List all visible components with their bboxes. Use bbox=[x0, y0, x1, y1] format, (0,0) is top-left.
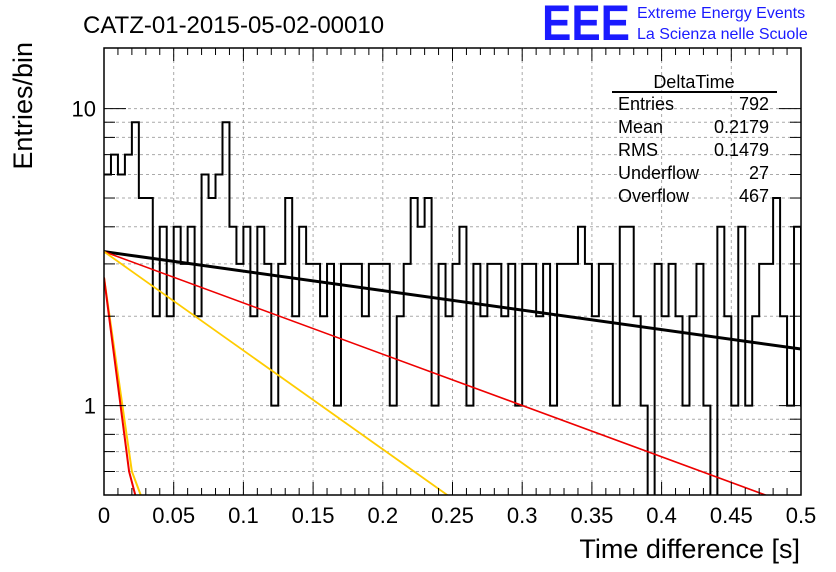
x-tick-label: 0.15 bbox=[292, 503, 335, 528]
x-axis-title: Time difference [s] bbox=[579, 534, 800, 564]
axis-ticks: 0 0.05 0.1 0.15 0.2 0.25 0.3 0.35 0.4 0.45 0.5 1 10 bbox=[72, 48, 817, 528]
stats-label: Underflow bbox=[618, 163, 700, 183]
x-tick-label: 0.4 bbox=[646, 503, 677, 528]
histogram-step-line bbox=[104, 121, 801, 495]
x-tick-label: 0.05 bbox=[152, 503, 195, 528]
stats-value: 467 bbox=[739, 186, 769, 206]
x-tick-label: 0 bbox=[98, 503, 110, 528]
chart-title: CATZ-01-2015-05-02-00010 bbox=[83, 12, 384, 39]
stats-box: DeltaTime Entries 792 Mean 0.2179 RMS 0.1479 U… bbox=[612, 72, 777, 206]
y-tick-label: 1 bbox=[84, 394, 96, 419]
stats-value: 792 bbox=[739, 94, 769, 114]
x-tick-label: 0.2 bbox=[368, 503, 399, 528]
stats-label: Overflow bbox=[618, 186, 690, 206]
x-tick-label: 0.45 bbox=[710, 503, 753, 528]
x-tick-label: 0.3 bbox=[507, 503, 538, 528]
logo-line-1: Extreme Energy Events bbox=[637, 5, 805, 22]
x-tick-label: 0.5 bbox=[786, 503, 817, 528]
stats-value: 0.1479 bbox=[714, 140, 769, 160]
stats-label: Mean bbox=[618, 117, 663, 137]
stats-rows: Entries 792 Mean 0.2179 RMS 0.1479 Underflow 27… bbox=[618, 94, 769, 206]
fit-line-1 bbox=[104, 250, 801, 351]
fit-line-2 bbox=[104, 250, 768, 495]
fit-line-5 bbox=[104, 277, 137, 495]
x-tick-label: 0.1 bbox=[228, 503, 259, 528]
fit-line-4 bbox=[104, 277, 142, 495]
y-tick-label: 10 bbox=[72, 97, 96, 122]
fit-line-3 bbox=[104, 250, 449, 495]
stats-value: 0.2179 bbox=[714, 117, 769, 137]
plot-data bbox=[104, 121, 801, 495]
x-tick-label: 0.35 bbox=[570, 503, 613, 528]
eee-logo-mark: EEE bbox=[542, 0, 630, 51]
logo-line-2: La Scienza nelle Scuole bbox=[637, 26, 808, 43]
stats-value: 27 bbox=[749, 163, 769, 183]
stats-label: RMS bbox=[618, 140, 658, 160]
y-axis-title: Entries/bin bbox=[8, 42, 38, 170]
stats-box-title: DeltaTime bbox=[653, 72, 734, 92]
x-tick-label: 0.25 bbox=[431, 503, 474, 528]
eee-logo: EEE Extreme Energy Events La Scienza nel… bbox=[542, 0, 808, 51]
stats-label: Entries bbox=[618, 94, 674, 114]
